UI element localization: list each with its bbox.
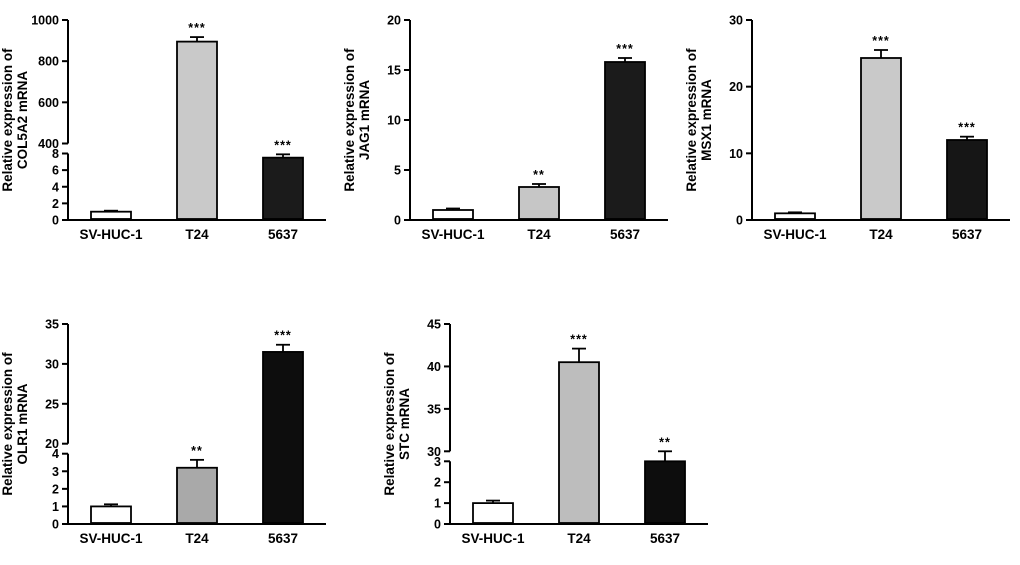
bar-sv-huc-1 <box>472 502 514 524</box>
category-label: T24 <box>185 227 209 242</box>
significance-stars: *** <box>958 121 976 135</box>
y-tick-label: 6 <box>52 164 59 178</box>
y-tick-label: 3 <box>52 465 59 479</box>
y-tick-label: 20 <box>45 437 59 451</box>
y-axis-label: Relative expression ofMSX1 mRNA <box>684 48 714 192</box>
y-tick-label: 1 <box>52 500 59 514</box>
bar-5637 <box>604 61 646 220</box>
significance-stars: ** <box>659 435 671 449</box>
bar-chart-canvas: 0 10 20 30 SV-HUC-1 *** T24 *** 5637 Relative exp… <box>684 14 1010 242</box>
bar-t24 <box>176 40 218 220</box>
y-tick-label: 10 <box>387 114 401 128</box>
y-axis-label: Relative expression ofJAG1 mRNA <box>342 48 372 192</box>
significance-stars: *** <box>274 329 292 343</box>
category-label: T24 <box>869 227 893 242</box>
chart-stc: 0 1 2 3 30 35 40 45 SV-HUC-1 *** T24 ** 5637 Relative… <box>382 306 714 560</box>
y-tick-label: 4 <box>52 447 59 461</box>
bar-5637 <box>262 156 304 220</box>
y-tick-label: 2 <box>52 482 59 496</box>
significance-stars: ** <box>533 168 545 182</box>
chart-col5a2: 0 2 4 6 8 400 600 800 1000 SV-HUC-1 *** T24 *** 5637 R… <box>0 2 332 256</box>
category-label: T24 <box>185 531 209 546</box>
significance-stars: ** <box>191 444 203 458</box>
y-tick-label: 35 <box>427 402 441 416</box>
y-tick-label: 20 <box>729 80 743 94</box>
y-tick-label: 35 <box>45 318 59 332</box>
category-label: SV-HUC-1 <box>79 531 143 546</box>
y-tick-label: 0 <box>52 214 59 228</box>
chart-msx1: 0 10 20 30 SV-HUC-1 *** T24 *** 5637 Relative exp… <box>684 2 1016 256</box>
category-label: 5637 <box>952 227 982 242</box>
y-tick-label: 2 <box>434 476 441 490</box>
y-tick-label: 25 <box>45 397 59 411</box>
category-label: 5637 <box>268 227 298 242</box>
significance-stars: *** <box>570 333 588 347</box>
y-tick-label: 40 <box>427 360 441 374</box>
y-tick-label: 3 <box>434 455 441 469</box>
y-tick-label: 0 <box>394 214 401 228</box>
significance-stars: *** <box>188 21 206 35</box>
bar-chart-canvas: 0 5 10 15 20 SV-HUC-1 ** T24 *** 5637 Relative exp… <box>342 14 668 242</box>
y-axis-label: Relative expression ofOLR1 mRNA <box>0 352 30 496</box>
category-label: T24 <box>567 531 591 546</box>
y-tick-label: 10 <box>729 147 743 161</box>
y-tick-label: 30 <box>45 357 59 371</box>
bar-chart-canvas: 0 1 2 3 420 25 30 35 SV-HUC-1 ** T24 *** 5637 Relativ… <box>0 318 326 546</box>
bar-sv-huc-1 <box>432 209 474 220</box>
category-label: 5637 <box>268 531 298 546</box>
category-label: T24 <box>527 227 551 242</box>
bar-5637 <box>946 139 988 220</box>
y-tick-label: 30 <box>729 14 743 28</box>
bar-t24 <box>860 57 902 220</box>
y-tick-label: 0 <box>52 518 59 532</box>
y-tick-label: 5 <box>394 164 401 178</box>
y-tick-label: 2 <box>52 197 59 211</box>
y-tick-label: 4 <box>52 180 59 194</box>
chart-olr1: 0 1 2 3 4 20 25 30 35 SV-HUC-1 ** T24 *** 5637 Relativ… <box>0 306 332 560</box>
category-label: 5637 <box>650 531 680 546</box>
y-tick-label: 0 <box>434 518 441 532</box>
y-tick-label: 400 <box>38 137 59 151</box>
y-tick-label: 20 <box>387 14 401 28</box>
category-label: SV-HUC-1 <box>763 227 827 242</box>
bar-sv-huc-1 <box>90 210 132 220</box>
y-tick-label: 45 <box>427 318 441 332</box>
significance-stars: *** <box>616 42 634 56</box>
significance-stars: *** <box>872 34 890 48</box>
y-tick-label: 15 <box>387 64 401 78</box>
bar-5637 <box>644 460 686 524</box>
category-label: 5637 <box>610 227 640 242</box>
significance-stars: *** <box>274 138 292 152</box>
bar-t24 <box>176 466 218 524</box>
y-tick-label: 30 <box>427 445 441 459</box>
bar-chart-canvas: 0 1 2 330 35 40 45 SV-HUC-1 *** T24 ** 5637 Relative… <box>382 318 708 546</box>
chart-jag1: 0 5 10 15 20 SV-HUC-1 ** T24 *** 5637 Relative exp… <box>342 2 674 256</box>
category-label: SV-HUC-1 <box>79 227 143 242</box>
y-tick-label: 1 <box>434 497 441 511</box>
bar-t24 <box>518 186 560 220</box>
y-tick-label: 600 <box>38 96 59 110</box>
bar-t24 <box>558 361 600 524</box>
y-tick-label: 800 <box>38 55 59 69</box>
bar-5637 <box>262 351 304 524</box>
bar-sv-huc-1 <box>90 505 132 524</box>
bar-sv-huc-1 <box>774 212 816 220</box>
y-tick-label: 8 <box>52 147 59 161</box>
y-tick-label: 1000 <box>31 14 59 28</box>
y-axis-label: Relative expression ofSTC mRNA <box>382 352 412 496</box>
category-label: SV-HUC-1 <box>421 227 485 242</box>
y-axis-label: Relative expression ofCOL5A2 mRNA <box>0 48 30 192</box>
category-label: SV-HUC-1 <box>461 531 525 546</box>
y-tick-label: 0 <box>736 214 743 228</box>
